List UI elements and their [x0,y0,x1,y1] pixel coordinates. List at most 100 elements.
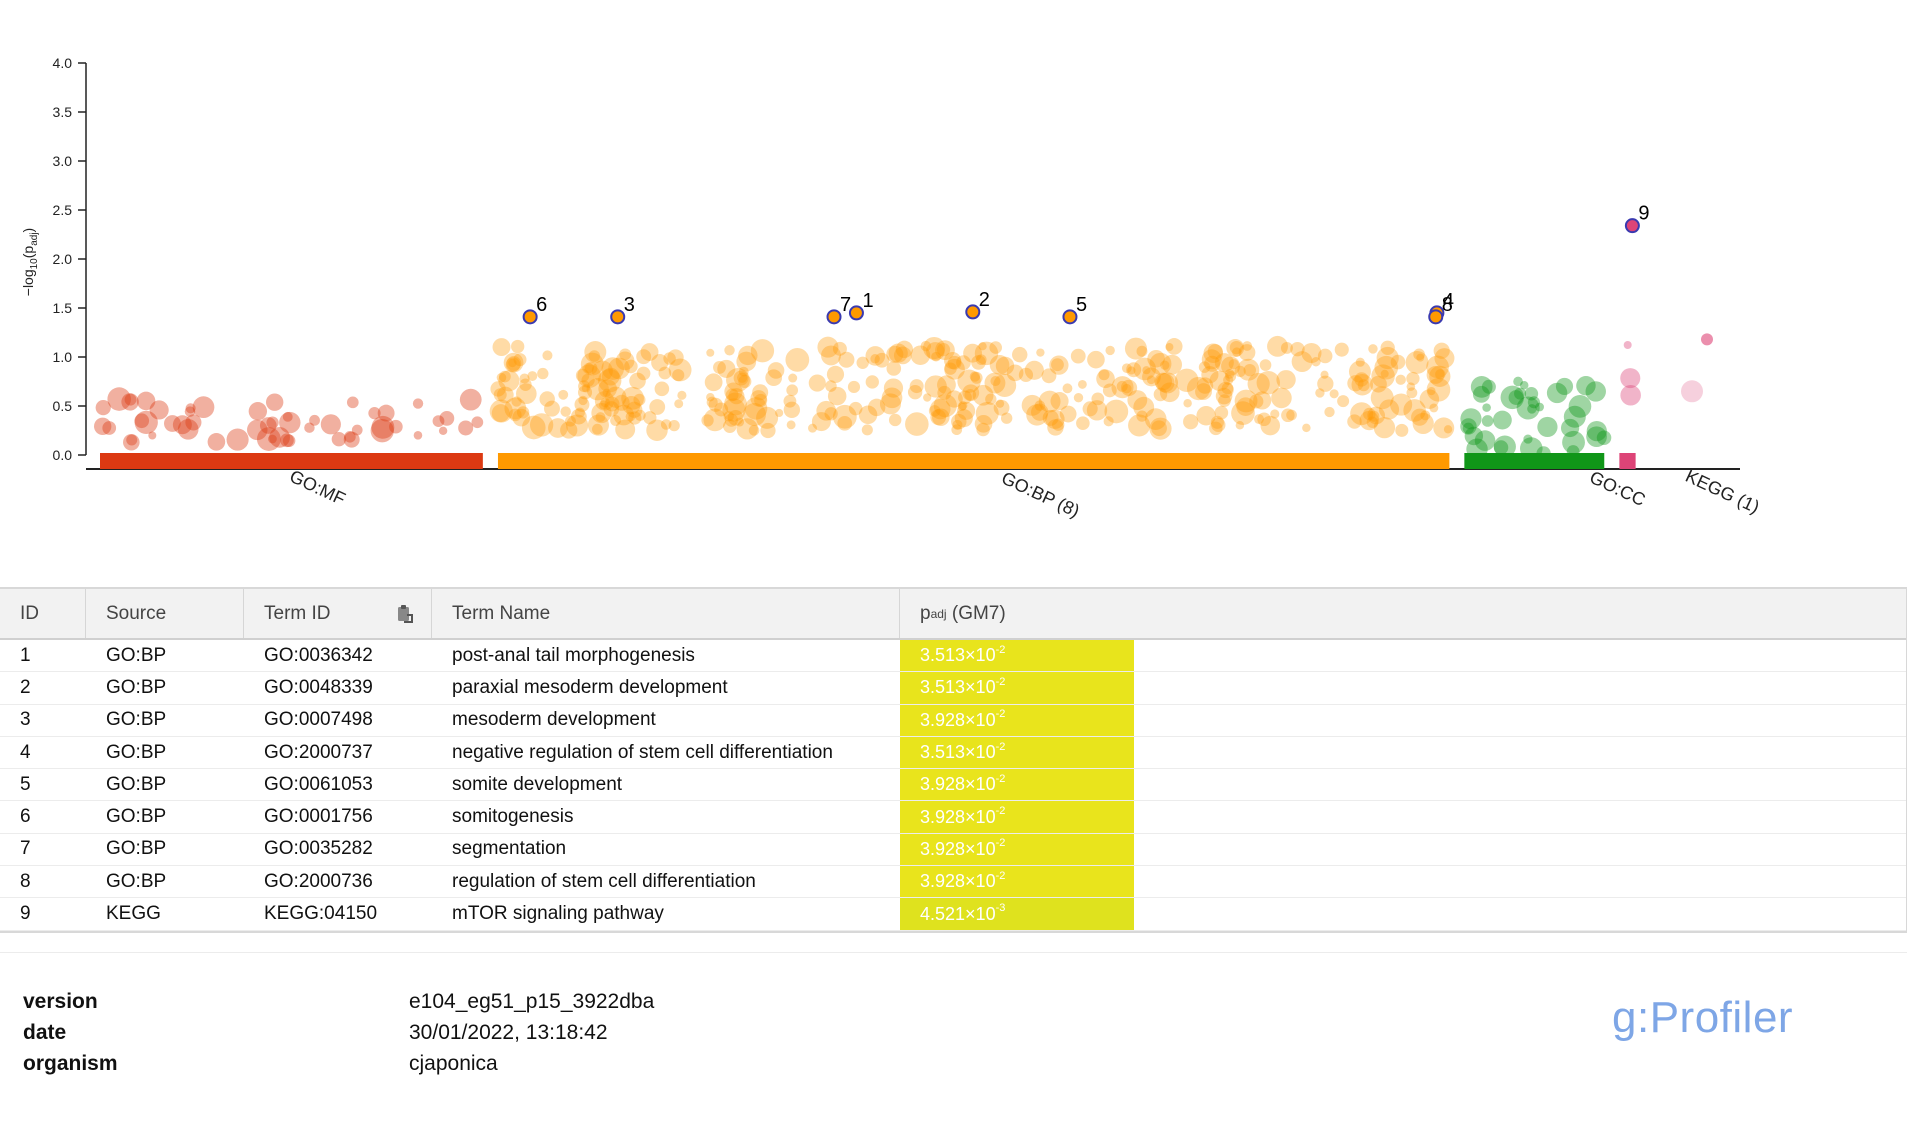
table-row[interactable]: 8 GO:BP GO:2000736 regulation of stem cell … [0,866,1906,899]
highlighted-point-7[interactable] [826,309,842,325]
background-point [622,396,641,415]
background-point [492,338,511,357]
header-padj[interactable]: p adj (GM7) [900,589,1134,638]
table-row[interactable]: 9 KEGG KEGG:04150 mTOR signaling pathway 4.5… [0,898,1906,931]
cell-source: KEGG [106,903,161,925]
background-point [1031,403,1049,421]
background-point [1390,354,1406,370]
background-point [1429,403,1439,413]
background-point [993,399,1010,416]
background-point [848,401,863,416]
cell-term-id[interactable]: GO:0048339 [264,676,373,698]
cell-term-name: mesoderm development [452,709,656,731]
background-point [633,393,646,406]
background-point [1144,408,1167,430]
source-bar-go-bp [497,453,1450,469]
cell-term-id[interactable]: GO:0001756 [264,806,373,828]
table-row[interactable]: 7 GO:BP GO:0035282 segmentation 3.928×10 -2 [0,833,1906,867]
background-point [701,414,714,427]
background-point [724,345,735,356]
background-point [1059,405,1077,423]
padj-mantissa: 3.928×10 [920,871,996,892]
highlighted-point-8[interactable] [1428,309,1444,325]
highlighted-point-label: 2 [979,289,990,311]
background-point [1585,381,1606,402]
background-point [1105,345,1115,356]
background-point [1050,392,1069,411]
background-point [1620,368,1641,389]
background-point [581,384,591,393]
table-row[interactable]: 2 GO:BP GO:0048339 paraxial mesoderm develo… [0,672,1906,705]
background-point [1493,440,1509,455]
cell-term-id[interactable]: GO:0007498 [264,709,373,731]
background-point [1142,366,1151,375]
background-point [1379,399,1400,420]
table-row[interactable]: 1 GO:BP GO:0036342 post-anal tail morphogen… [0,640,1906,673]
cell-source: GO:BP [106,773,167,795]
background-point [636,366,651,381]
background-point [1519,381,1529,390]
cell-term-id[interactable]: GO:0061053 [264,773,373,795]
background-point [1000,412,1013,424]
background-point [1051,358,1064,372]
highlighted-point-5[interactable] [1062,309,1078,325]
clipboard-sort-icon[interactable] [393,603,415,625]
background-point [619,348,632,361]
highlighted-point-9[interactable] [1624,218,1640,234]
background-point [599,400,609,410]
source-label: GO:BP (8) [998,468,1082,522]
background-point [838,351,855,368]
background-point [587,414,609,436]
background-point [1406,371,1420,386]
background-point [1357,379,1370,392]
background-point [1231,401,1255,425]
header-id[interactable]: ID [0,589,86,638]
background-point [1127,366,1136,375]
background-point [1406,387,1418,399]
highlighted-point-1[interactable] [848,305,864,321]
background-point [1121,363,1132,374]
background-point [634,409,646,421]
highlighted-point-6[interactable] [522,309,538,325]
header-term-name[interactable]: Term Name [432,589,900,638]
background-point [728,388,745,405]
background-point [458,420,474,436]
padj-exponent: -3 [995,902,1006,915]
y-axis-label: −log10(padj) [20,228,40,296]
table-row[interactable]: 6 GO:BP GO:0001756 somitogenesis 3.928×10 -2 [0,801,1906,834]
background-point [1366,416,1379,428]
header-term-id[interactable]: Term ID [244,589,432,638]
cell-id: 7 [20,838,31,860]
background-point [247,419,268,441]
highlighted-point-2[interactable] [965,304,981,320]
cell-term-id[interactable]: GO:2000737 [264,741,373,763]
background-point [1165,338,1183,355]
table-row[interactable]: 3 GO:BP GO:0007498 mesoderm development 3.92… [0,704,1906,737]
cell-id: 9 [20,903,31,925]
background-point [1034,400,1046,411]
cell-term-id[interactable]: GO:0035282 [264,838,373,860]
cell-source: GO:BP [106,806,167,828]
cell-term-id[interactable]: GO:2000736 [264,870,373,892]
background-point [1350,402,1374,426]
cell-term-id[interactable]: GO:0036342 [264,644,373,666]
background-point [1151,420,1167,437]
background-point [1223,374,1234,385]
gprofiler-logo[interactable]: g:Profiler [1612,993,1794,1042]
background-point [920,340,932,352]
version-value: e104_eg51_p15_3922dba [409,990,655,1013]
background-point [760,422,776,439]
padj-exponent: -2 [995,708,1006,721]
cell-term-id[interactable]: KEGG:04150 [264,903,378,925]
header-source[interactable]: Source [86,589,244,638]
table-row[interactable]: 5 GO:BP GO:0061053 somite development 3.928×… [0,769,1906,802]
table-row[interactable]: 4 GO:BP GO:2000737 negative regulation of s… [0,736,1906,770]
background-point [1086,400,1108,421]
background-point [1127,390,1148,410]
background-point [767,362,785,379]
cell-source: GO:BP [106,870,167,892]
highlighted-point-3[interactable] [610,309,626,325]
background-point [1062,383,1073,394]
background-point [1133,396,1155,418]
header-padj-p: p [920,602,931,624]
